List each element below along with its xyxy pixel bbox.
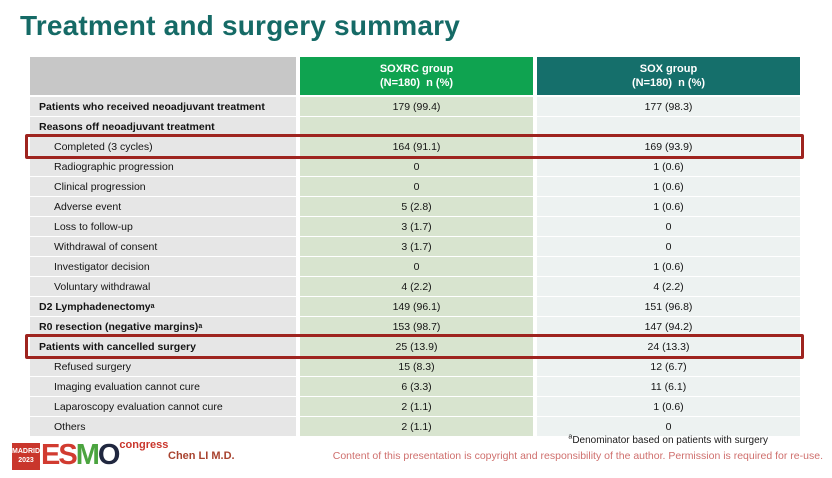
row-label: Patients with cancelled surgery bbox=[30, 337, 296, 356]
soxrc-value bbox=[300, 117, 533, 136]
sox-value: 0 bbox=[537, 237, 800, 256]
sox-value: 4 (2.2) bbox=[537, 277, 800, 296]
soxrc-value: 0 bbox=[300, 177, 533, 196]
sox-value: 0 bbox=[537, 217, 800, 236]
row-label: Completed (3 cycles) bbox=[30, 137, 296, 156]
header-empty-cell bbox=[30, 57, 296, 95]
row-label: Reasons off neoadjuvant treatment bbox=[30, 117, 296, 136]
table-row: D2 Lymphadenectomy a 149 (96.1) 151 (96.8) bbox=[30, 297, 800, 316]
table-header: SOXRC group (N=180) n (%) SOX group (N=1… bbox=[30, 57, 800, 95]
sox-value: 1 (0.6) bbox=[537, 157, 800, 176]
row-label: Laparoscopy evaluation cannot cure bbox=[30, 397, 296, 416]
soxrc-value: 2 (1.1) bbox=[300, 417, 533, 436]
row-label: Voluntary withdrawal bbox=[30, 277, 296, 296]
soxrc-value: 0 bbox=[300, 257, 533, 276]
copyright-notice: Content of this presentation is copyrigh… bbox=[332, 450, 823, 462]
esmo-letter-m: M bbox=[75, 439, 100, 471]
table-row: Patients with cancelled surgery 25 (13.9)… bbox=[25, 334, 804, 359]
table-row: Voluntary withdrawal 4 (2.2) 4 (2.2) bbox=[30, 277, 800, 296]
footnote: aDenominator based on patients with surg… bbox=[568, 433, 768, 446]
header-soxrc-line1: SOXRC group bbox=[379, 62, 454, 75]
madrid-2023-badge: MADRID 2023 bbox=[12, 443, 40, 470]
table-body: Patients who received neoadjuvant treatm… bbox=[25, 97, 804, 436]
header-sox-line1: SOX group bbox=[639, 62, 698, 75]
soxrc-value: 15 (8.3) bbox=[300, 357, 533, 376]
sox-value: 12 (6.7) bbox=[537, 357, 800, 376]
esmo-wordmark: ESMO bbox=[41, 439, 121, 471]
header-soxrc-line2: (N=180) n (%) bbox=[379, 77, 454, 89]
sox-value: 0 bbox=[537, 417, 800, 436]
badge-city: MADRID bbox=[12, 448, 40, 456]
soxrc-value: 25 (13.9) bbox=[300, 337, 533, 356]
table-row: R0 resection (negative margins) a 153 (98.… bbox=[30, 317, 800, 336]
row-label: Investigator decision bbox=[30, 257, 296, 276]
sox-value: 1 (0.6) bbox=[537, 197, 800, 216]
row-label: Radiographic progression bbox=[30, 157, 296, 176]
sox-value: 147 (94.2) bbox=[537, 317, 800, 336]
soxrc-value: 164 (91.1) bbox=[300, 137, 533, 156]
table-row: Clinical progression 0 1 (0.6) bbox=[30, 177, 800, 196]
table-row: Withdrawal of consent 3 (1.7) 0 bbox=[30, 237, 800, 256]
header-sox-group: SOX group (N=180) n (%) bbox=[537, 57, 800, 95]
soxrc-value: 149 (96.1) bbox=[300, 297, 533, 316]
table-row: Completed (3 cycles) 164 (91.1) 169 (93.9) bbox=[25, 134, 804, 159]
sox-value: 177 (98.3) bbox=[537, 97, 800, 116]
row-label: Refused surgery bbox=[30, 357, 296, 376]
table-row: Others 2 (1.1) 0 bbox=[30, 417, 800, 436]
row-label: Patients who received neoadjuvant treatm… bbox=[30, 97, 296, 116]
summary-table: SOXRC group (N=180) n (%) SOX group (N=1… bbox=[25, 57, 804, 437]
table-row: Imaging evaluation cannot cure 6 (3.3) 11 … bbox=[30, 377, 800, 396]
sox-value: 24 (13.3) bbox=[537, 337, 800, 356]
table-row: Reasons off neoadjuvant treatment bbox=[30, 117, 800, 136]
row-label: Others bbox=[30, 417, 296, 436]
footnote-text: Denominator based on patients with surge… bbox=[572, 435, 768, 446]
soxrc-value: 6 (3.3) bbox=[300, 377, 533, 396]
table-row: Laparoscopy evaluation cannot cure 2 (1.1… bbox=[30, 397, 800, 416]
sox-value: 151 (96.8) bbox=[537, 297, 800, 316]
soxrc-value: 3 (1.7) bbox=[300, 217, 533, 236]
sox-value bbox=[537, 117, 800, 136]
header-soxrc-group: SOXRC group (N=180) n (%) bbox=[300, 57, 533, 95]
soxrc-value: 4 (2.2) bbox=[300, 277, 533, 296]
sox-value: 1 (0.6) bbox=[537, 397, 800, 416]
row-label: Clinical progression bbox=[30, 177, 296, 196]
table-row: Radiographic progression 0 1 (0.6) bbox=[30, 157, 800, 176]
table-row: Loss to follow-up 3 (1.7) 0 bbox=[30, 217, 800, 236]
sox-value: 11 (6.1) bbox=[537, 377, 800, 396]
author-name: Chen LI M.D. bbox=[168, 450, 235, 462]
row-label: Withdrawal of consent bbox=[30, 237, 296, 256]
esmo-letters-es: ES bbox=[41, 439, 78, 471]
header-sox-line2: (N=180) n (%) bbox=[631, 77, 706, 89]
sox-value: 1 (0.6) bbox=[537, 257, 800, 276]
soxrc-value: 3 (1.7) bbox=[300, 237, 533, 256]
esmo-letter-o: O bbox=[97, 439, 121, 471]
row-label: R0 resection (negative margins) a bbox=[30, 317, 296, 336]
row-label: Adverse event bbox=[30, 197, 296, 216]
row-label: D2 Lymphadenectomy a bbox=[30, 297, 296, 316]
esmo-congress-logo: MADRID 2023 ESMO congress bbox=[12, 438, 168, 470]
soxrc-value: 179 (99.4) bbox=[300, 97, 533, 116]
row-label: Loss to follow-up bbox=[30, 217, 296, 236]
page-title: Treatment and surgery summary bbox=[20, 10, 460, 41]
sox-value: 1 (0.6) bbox=[537, 177, 800, 196]
soxrc-value: 153 (98.7) bbox=[300, 317, 533, 336]
badge-year: 2023 bbox=[18, 456, 34, 464]
table-row: Patients who received neoadjuvant treatm… bbox=[30, 97, 800, 116]
soxrc-value: 2 (1.1) bbox=[300, 397, 533, 416]
table-row: Investigator decision 0 1 (0.6) bbox=[30, 257, 800, 276]
soxrc-value: 5 (2.8) bbox=[300, 197, 533, 216]
sox-value: 169 (93.9) bbox=[537, 137, 800, 156]
soxrc-value: 0 bbox=[300, 157, 533, 176]
table-row: Refused surgery 15 (8.3) 12 (6.7) bbox=[30, 357, 800, 376]
row-label: Imaging evaluation cannot cure bbox=[30, 377, 296, 396]
congress-label: congress bbox=[119, 439, 169, 451]
footnote-superscript: a bbox=[568, 433, 573, 441]
table-row: Adverse event 5 (2.8) 1 (0.6) bbox=[30, 197, 800, 216]
